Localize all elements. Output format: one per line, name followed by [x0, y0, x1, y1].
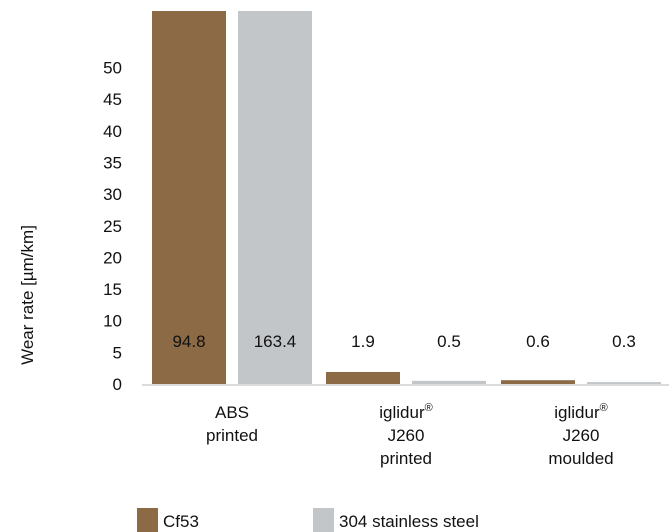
data-label: 0.6 [526, 332, 550, 351]
data-label: 0.3 [612, 332, 636, 351]
x-tick-label: moulded [548, 449, 613, 468]
y-tick-label: 45 [103, 90, 122, 109]
y-tick-label: 5 [113, 343, 122, 362]
x-tick-label: ABS [215, 403, 249, 422]
x-tick-label: iglidur® [379, 402, 432, 422]
y-axis-label: Wear rate [µm/km] [18, 225, 37, 365]
y-tick-label: 35 [103, 153, 122, 172]
legend-swatch [313, 508, 334, 532]
data-labels: 94.8 1.9 0.6 163.4 0.5 0.3 [172, 332, 635, 351]
legend: Cf53 304 stainless steel [137, 508, 479, 532]
legend-label: Cf53 [163, 512, 199, 531]
y-tick-label: 40 [103, 122, 122, 141]
x-tick-label: J260 [388, 426, 425, 445]
y-tick-label: 50 [103, 59, 122, 78]
x-tick-label: printed [206, 426, 258, 445]
bar-cf53 [152, 11, 226, 384]
legend-label: 304 stainless steel [339, 512, 479, 531]
bar-stainless-steel [412, 380, 486, 384]
bar-stainless-steel [587, 382, 661, 384]
y-tick-label: 15 [103, 280, 122, 299]
y-tick-label: 25 [103, 217, 122, 236]
legend-swatch [137, 508, 158, 532]
bar-cf53 [326, 371, 400, 384]
y-axis: 0 5 10 15 20 25 30 35 40 45 50 [103, 59, 122, 395]
y-tick-label: 0 [113, 375, 122, 394]
bars [152, 11, 661, 384]
y-tick-label: 20 [103, 248, 122, 267]
y-tick-label: 30 [103, 185, 122, 204]
x-tick-label: J260 [563, 426, 600, 445]
bar-cf53 [501, 380, 575, 384]
x-axis: ABS printed iglidur® J260 printed iglidur® J26… [142, 384, 669, 468]
data-label: 94.8 [172, 332, 205, 351]
x-tick-label: printed [380, 449, 432, 468]
bar-stainless-steel [238, 11, 312, 384]
x-tick-label: iglidur® [554, 402, 607, 422]
data-label: 0.5 [437, 332, 461, 351]
y-tick-label: 10 [103, 312, 122, 331]
data-label: 163.4 [254, 332, 297, 351]
data-label: 1.9 [351, 332, 375, 351]
